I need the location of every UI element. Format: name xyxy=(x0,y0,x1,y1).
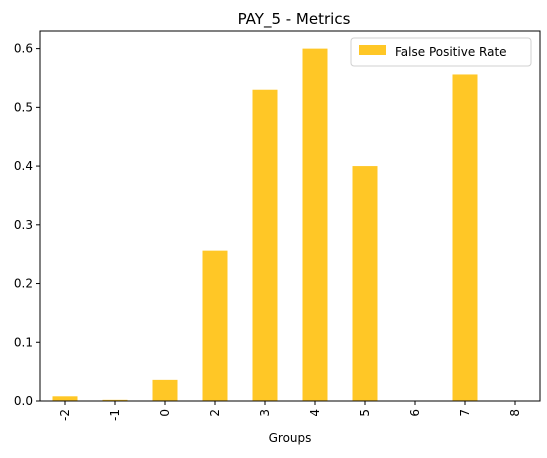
x-tick-label: 6 xyxy=(408,409,422,417)
y-axis: 0.0 0.1 0.2 0.3 0.4 0.5 0.6 xyxy=(14,42,40,408)
bar--1 xyxy=(102,399,128,401)
y-tick-label: 0.1 xyxy=(14,335,33,349)
x-tick-label: 8 xyxy=(508,409,522,417)
bar--2 xyxy=(52,396,78,401)
x-tick-label: -2 xyxy=(58,409,72,421)
x-axis-label: Groups xyxy=(269,431,312,445)
bar-0 xyxy=(152,379,178,401)
x-tick-label: 3 xyxy=(258,409,272,417)
y-tick-label: 0.3 xyxy=(14,218,33,232)
x-tick-label: 5 xyxy=(358,409,372,417)
legend-swatch xyxy=(359,45,386,55)
bar-7 xyxy=(452,74,478,401)
x-tick-label: 0 xyxy=(158,409,172,417)
x-tick-label: -1 xyxy=(108,409,122,421)
y-tick-label: 0.6 xyxy=(14,42,33,56)
x-tick-label: 7 xyxy=(458,409,472,417)
bars-layer xyxy=(52,48,478,401)
legend-label: False Positive Rate xyxy=(395,45,507,59)
y-tick-label: 0.5 xyxy=(14,100,33,114)
bar-2 xyxy=(202,250,228,401)
y-tick-label: 0.4 xyxy=(14,159,33,173)
axes-frame xyxy=(39,30,541,402)
y-tick-label: 0.0 xyxy=(14,394,33,408)
bar-4 xyxy=(302,48,328,401)
bar-5 xyxy=(352,166,378,401)
x-tick-label: 2 xyxy=(208,409,222,417)
legend: False Positive Rate xyxy=(350,37,532,67)
bar-3 xyxy=(252,89,278,401)
x-axis: -2 -1 0 2 3 4 5 6 7 8 xyxy=(58,401,522,421)
legend-box xyxy=(350,37,532,67)
x-tick-label: 4 xyxy=(308,409,322,417)
y-tick-label: 0.2 xyxy=(14,277,33,291)
chart-title: PAY_5 - Metrics xyxy=(238,10,351,29)
